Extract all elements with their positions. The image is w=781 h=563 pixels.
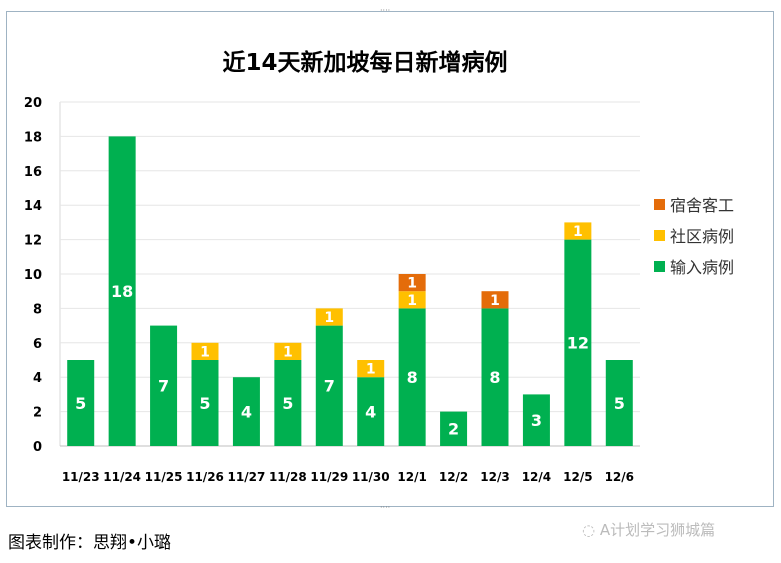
- legend-swatch: [654, 230, 665, 241]
- bar-segment: [481, 291, 509, 309]
- y-tick-label: 8: [33, 302, 42, 317]
- bar-segment: [150, 325, 178, 446]
- legend-label: 输入病例: [670, 258, 734, 277]
- data-label: 7: [158, 377, 169, 396]
- x-tick-label: 12/6: [605, 470, 634, 484]
- x-tick-label: 11/26: [186, 470, 224, 484]
- x-tick-label: 11/24: [103, 470, 141, 484]
- chart-title: 近14天新加坡每日新增病例: [222, 49, 507, 76]
- resize-handle-top[interactable]: ····: [380, 6, 391, 15]
- y-tick-label: 12: [24, 234, 42, 249]
- data-label: 12: [567, 334, 589, 353]
- x-tick-label: 12/1: [397, 470, 426, 484]
- data-label: 8: [489, 368, 500, 387]
- x-tick-label: 12/5: [563, 470, 592, 484]
- bar-segment: [398, 308, 426, 446]
- bar-segment: [564, 222, 592, 240]
- data-label: 18: [111, 282, 133, 301]
- bar-segment: [274, 360, 302, 446]
- bar-segment: [191, 342, 219, 360]
- bar-segment: [398, 291, 426, 309]
- bar-segment: [274, 342, 302, 360]
- data-label: 5: [199, 394, 210, 413]
- data-label: 5: [282, 394, 293, 413]
- y-tick-label: 10: [24, 268, 42, 283]
- data-label: 4: [241, 402, 252, 421]
- bar-segment: [564, 239, 592, 446]
- legend-swatch: [654, 199, 665, 210]
- data-label: 8: [407, 368, 418, 387]
- data-label: 1: [283, 344, 293, 360]
- bar-segment: [522, 394, 550, 446]
- x-tick-label: 11/28: [269, 470, 307, 484]
- data-label: 5: [75, 394, 86, 413]
- data-label: 1: [573, 224, 583, 240]
- resize-handle-bottom[interactable]: ····: [380, 503, 391, 512]
- data-label: 1: [200, 344, 210, 360]
- bar-segment: [440, 411, 468, 446]
- bar-segment: [481, 308, 509, 446]
- x-tick-label: 12/2: [439, 470, 468, 484]
- data-label: 7: [324, 377, 335, 396]
- legend-label: 社区病例: [670, 227, 734, 246]
- y-tick-label: 0: [33, 440, 42, 455]
- x-tick-label: 12/4: [522, 470, 551, 484]
- data-label: 3: [531, 411, 542, 430]
- watermark: ◌ A计划学习狮城篇: [582, 519, 715, 540]
- data-label: 1: [324, 310, 334, 326]
- bar-segment: [232, 377, 260, 446]
- bar-segment: [357, 360, 385, 378]
- y-tick-label: 18: [24, 130, 42, 145]
- bar-segment: [605, 360, 633, 446]
- legend-label: 宿舍客工: [670, 196, 734, 215]
- y-tick-label: 4: [33, 371, 42, 386]
- data-label: 1: [366, 362, 376, 378]
- x-tick-label: 11/30: [352, 470, 390, 484]
- y-tick-label: 16: [24, 165, 42, 180]
- x-tick-label: 11/23: [62, 470, 100, 484]
- bar-segment: [315, 308, 343, 326]
- x-tick-label: 11/27: [228, 470, 266, 484]
- y-tick-label: 14: [24, 199, 42, 214]
- data-label: 2: [448, 420, 459, 439]
- x-tick-label: 11/29: [310, 470, 348, 484]
- bar-segment: [67, 360, 95, 446]
- chart-frame[interactable]: [6, 11, 774, 507]
- y-tick-label: 2: [33, 406, 42, 421]
- bar-segment: [357, 377, 385, 446]
- watermark-text: A计划学习狮城篇: [599, 521, 716, 539]
- x-tick-label: 11/25: [145, 470, 183, 484]
- bar-segment: [191, 360, 219, 446]
- x-tick-label: 12/3: [480, 470, 509, 484]
- y-tick-label: 6: [33, 337, 42, 352]
- chart-credit: 图表制作：思翔•小璐: [8, 533, 172, 553]
- data-label: 1: [407, 276, 417, 292]
- bar-segment: [315, 325, 343, 446]
- legend-swatch: [654, 261, 665, 272]
- wechat-icon: ◌: [582, 521, 600, 539]
- data-label: 5: [614, 394, 625, 413]
- y-tick-label: 20: [24, 96, 42, 111]
- data-label: 4: [365, 402, 376, 421]
- bar-segment: [398, 274, 426, 292]
- data-label: 1: [490, 293, 500, 309]
- bar-segment: [108, 136, 136, 446]
- data-label: 1: [407, 293, 417, 309]
